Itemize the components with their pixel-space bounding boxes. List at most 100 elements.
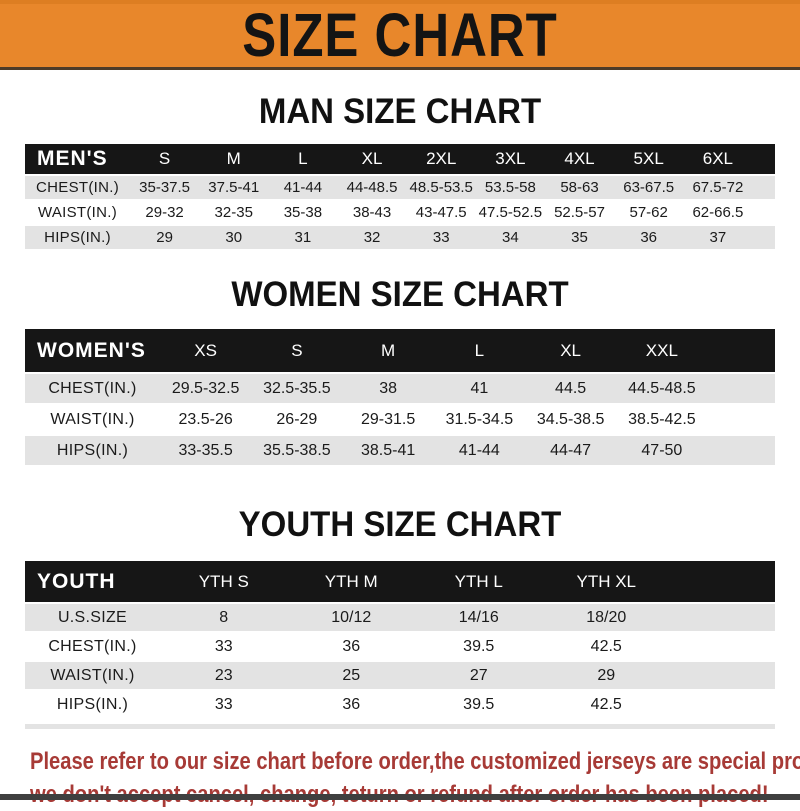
filler-cell [708,436,776,465]
size-value-cell: 26-29 [276,410,318,428]
size-column-header: 6XL [702,149,733,168]
size-value-cell: 29 [597,666,616,684]
size-column-header: YTH L [454,571,503,591]
size-value-cell: 34 [502,229,519,246]
women-size-table: WOMEN'S XS S M L XL XXL CHEST(IN.) 29.5-32.5 32.5… [25,327,775,467]
size-value-cell: 8 [219,608,229,626]
man-size-table-wrap: MEN'S S M L XL 2XL 3XL 4XL 5XL 6XL CHEST(IN.) 35-37… [0,142,800,251]
size-value-cell: 10/12 [331,608,372,626]
table-row: HIPS(IN.) 29 30 31 32 33 34 35 36 37 [25,226,775,249]
table-row: WAIST(IN.) 23.5-26 26-29 29-31.5 31.5-34.5 34… [25,405,775,434]
size-value-cell: 47.5-52.5 [478,204,543,221]
size-value-cell: 44-47 [550,441,592,459]
table-header-row: YOUTH YTH S YTH M YTH L YTH XL [25,561,775,602]
size-value-cell: 42.5 [590,637,622,655]
size-value-cell: 30 [225,229,243,246]
size-value-cell: 44.5-48.5 [628,379,696,397]
row-label: HIPS(IN.) [44,229,111,246]
size-value-cell: 38-43 [352,204,392,221]
size-value-cell: 33 [214,695,233,713]
size-value-cell: 33 [432,229,450,246]
size-value-cell: 35.5-38.5 [263,441,331,459]
size-value-cell: 29-32 [145,204,184,221]
size-value-cell: 14/16 [458,608,499,626]
size-value-cell: 37 [709,229,727,246]
size-value-cell: 31.5-34.5 [445,410,514,428]
size-column-header: XXL [645,340,678,360]
size-value-cell: 31 [294,229,312,246]
size-value-cell: 32.5-35.5 [263,379,331,397]
table-header-row: MEN'S S M L XL 2XL 3XL 4XL 5XL 6XL [25,144,775,174]
size-value-cell: 36 [342,695,361,713]
table-header-label: YOUTH [37,569,116,593]
table-row: WAIST(IN.) 29-32 32-35 35-38 38-43 43-47.5 47.… [25,201,775,224]
size-column-header: 4XL [564,149,595,168]
size-value-cell: 18/20 [586,608,627,626]
size-value-cell: 53.5-58 [484,179,536,196]
row-label: U.S.SIZE [57,608,128,626]
man-size-section: MAN SIZE CHART MEN'S S M L XL 2XL 3XL 4XL 5XL 6XL… [0,90,800,251]
women-size-table-wrap: WOMEN'S XS S M L XL XXL CHEST(IN.) 29.5-32.5 32.5… [0,327,800,467]
youth-size-table-wrap: YOUTH YTH S YTH M YTH L YTH XL U.S.SIZE 8 10/12… [0,559,800,729]
filler-cell [753,144,776,174]
size-value-cell: 29 [156,229,173,246]
banner-title: SIZE CHART [242,1,558,70]
size-value-cell: 37.5-41 [208,179,260,196]
filler-cell [753,176,776,199]
size-column-header: S [158,149,171,168]
size-column-header: L [474,340,485,360]
size-value-cell: 39.5 [463,637,495,655]
size-column-header: S [291,340,303,360]
row-label: WAIST(IN.) [50,666,135,684]
size-value-cell: 23.5-26 [178,410,233,428]
size-column-header: 2XL [426,149,457,168]
size-value-cell: 39.5 [463,695,495,713]
size-column-header: XL [361,149,383,168]
row-label: CHEST(IN.) [36,179,119,196]
size-value-cell: 52.5-57 [554,204,605,221]
filler-cell [670,633,775,660]
table-row: U.S.SIZE 8 10/12 14/16 18/20 [25,604,775,631]
size-value-cell: 62-66.5 [692,204,744,221]
table-row: CHEST(IN.) 35-37.5 37.5-41 41-44 44-48.5 48.5… [25,176,775,199]
size-value-cell: 32 [363,229,381,246]
size-value-cell: 29.5-32.5 [171,379,240,397]
filler-cell [708,405,776,434]
row-label: WAIST(IN.) [37,204,118,221]
size-value-cell: 23 [214,666,233,684]
size-value-cell: 41 [470,379,489,397]
size-column-header: 5XL [633,149,664,168]
row-label: WAIST(IN.) [50,410,135,428]
size-value-cell: 38.5-41 [360,441,416,459]
filler-cell [708,374,776,403]
table-row: CHEST(IN.) 33 36 39.5 42.5 [25,633,775,660]
row-label: HIPS(IN.) [56,441,129,459]
footer-notice-line-1: Please refer to our size chart before or… [30,748,800,775]
table-header-label: WOMEN'S [37,338,146,362]
filler-cell [670,662,775,689]
table-bottom-strip [25,724,775,729]
size-value-cell: 57-62 [629,204,668,221]
size-value-cell: 38.5-42.5 [628,410,696,428]
row-label: HIPS(IN.) [56,695,129,713]
size-value-cell: 43-47.5 [415,204,467,221]
size-value-cell: 35 [571,229,588,246]
filler-cell [670,691,775,718]
size-chart-banner: SIZE CHART [0,0,800,70]
women-size-section: WOMEN SIZE CHART WOMEN'S XS S M L XL XXL CHEST(… [0,273,800,467]
table-header-label: MEN'S [37,147,108,170]
youth-size-section: YOUTH SIZE CHART YOUTH YTH S YTH M YTH L YTH… [0,503,800,729]
filler-cell [670,561,775,602]
size-value-cell: 32-35 [214,204,253,221]
table-row: WAIST(IN.) 23 25 27 29 [25,662,775,689]
size-column-header: 3XL [495,149,526,168]
size-value-cell: 36 [640,229,658,246]
size-value-cell: 36 [342,637,361,655]
size-value-cell: 44-48.5 [346,179,398,196]
filler-cell [753,201,776,224]
footer-notice: Please refer to our size chart before or… [0,745,800,811]
size-value-cell: 25 [342,666,361,684]
size-value-cell: 29-31.5 [360,410,416,428]
size-value-cell: 33 [214,637,233,655]
table-row: CHEST(IN.) 29.5-32.5 32.5-35.5 38 41 44.5 44.5… [25,374,775,403]
